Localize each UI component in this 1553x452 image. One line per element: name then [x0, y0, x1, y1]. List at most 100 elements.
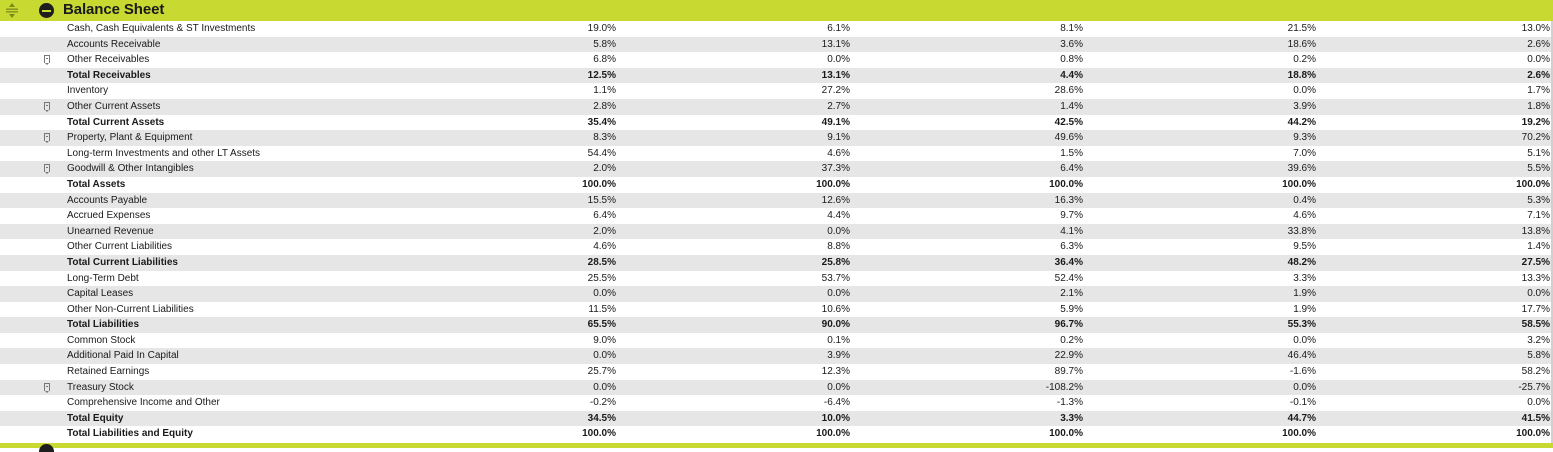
row-value: 7.0%	[1293, 147, 1316, 159]
row-value: 16.3%	[1054, 194, 1083, 206]
table-row: Inventory 1.1% 27.2% 28.6% 0.0% 1.7%	[0, 83, 1553, 99]
table-row: Total Current Liabilities 28.5% 25.8% 36.4%…	[0, 254, 1553, 271]
row-value: 100.0%	[816, 178, 850, 190]
row-value: 58.2%	[1521, 366, 1550, 378]
row-value: 0.0%	[593, 381, 616, 393]
row-value: 58.5%	[1521, 319, 1550, 331]
row-value: 0.2%	[1293, 54, 1316, 66]
row-value: 0.0%	[1527, 288, 1550, 300]
row-value: 42.5%	[1054, 116, 1083, 128]
row-value: 36.4%	[1054, 256, 1083, 268]
row-value: 100.0%	[1516, 428, 1550, 440]
row-value: 46.4%	[1287, 350, 1316, 362]
row-value: -108.2%	[1045, 381, 1083, 393]
next-section-header	[0, 443, 1553, 452]
row-label: Retained Earnings	[67, 366, 150, 378]
row-value: 0.0%	[593, 288, 616, 300]
row-label: Additional Paid In Capital	[67, 350, 179, 362]
row-label: Property, Plant & Equipment	[67, 132, 193, 144]
row-value: 100.0%	[582, 428, 616, 440]
row-value: 0.4%	[1293, 194, 1316, 206]
bookmark-icon[interactable]	[44, 133, 50, 144]
bookmark-icon[interactable]	[44, 164, 50, 175]
row-value: 6.4%	[1060, 163, 1083, 175]
row-value: 0.0%	[827, 225, 850, 237]
row-value: 22.9%	[1054, 350, 1083, 362]
row-value: 2.0%	[593, 225, 616, 237]
row-value: 9.3%	[1293, 132, 1316, 144]
row-value: 1.5%	[1060, 147, 1083, 159]
table-row: Additional Paid In Capital 0.0% 3.9% 22.9% 4…	[0, 348, 1553, 365]
row-value: 13.0%	[1521, 23, 1550, 34]
row-value: 33.8%	[1287, 225, 1316, 237]
row-value: 0.0%	[1293, 334, 1316, 346]
row-value: 6.8%	[593, 54, 616, 66]
table-row: Total Assets 100.0% 100.0% 100.0% 100.0% 100.…	[0, 177, 1553, 193]
row-value: 19.2%	[1521, 116, 1550, 128]
scrollbar[interactable]	[1551, 21, 1553, 443]
row-value: 44.2%	[1287, 116, 1316, 128]
row-value: 1.4%	[1527, 241, 1550, 253]
row-value: 9.1%	[827, 132, 850, 144]
row-label: Comprehensive Income and Other	[67, 397, 220, 409]
row-value: 3.9%	[827, 350, 850, 362]
row-value: 12.5%	[587, 69, 616, 81]
table-row: Treasury Stock 0.0% 0.0% -108.2% 0.0% -25.7%	[0, 379, 1553, 396]
row-label: Unearned Revenue	[67, 225, 154, 237]
collapse-icon[interactable]	[39, 3, 54, 18]
row-value: 9.7%	[1060, 210, 1083, 222]
row-value: 39.6%	[1287, 163, 1316, 175]
row-value: 13.1%	[821, 69, 850, 81]
row-value: 5.3%	[1527, 194, 1550, 206]
row-label: Accrued Expenses	[67, 210, 151, 222]
row-value: 70.2%	[1521, 132, 1550, 144]
row-label: Inventory	[67, 85, 109, 97]
row-value: 8.8%	[827, 241, 850, 253]
row-value: 34.5%	[587, 412, 616, 424]
row-label: Treasury Stock	[67, 381, 134, 393]
table-row: Retained Earnings 25.7% 12.3% 89.7% -1.6% 58.…	[0, 364, 1553, 380]
row-value: 25.5%	[587, 272, 616, 284]
table-row: Total Liabilities and Equity 100.0% 100.0%…	[0, 426, 1553, 442]
row-value: 49.6%	[1054, 132, 1083, 144]
row-value: 1.1%	[593, 85, 616, 97]
row-label: Total Liabilities and Equity	[67, 428, 193, 440]
bookmark-icon[interactable]	[44, 382, 50, 393]
row-value: 100.0%	[1282, 428, 1316, 440]
row-value: 52.4%	[1054, 272, 1083, 284]
row-value: 9.5%	[1293, 241, 1316, 253]
row-value: 4.4%	[827, 210, 850, 222]
table-row: Long-term Investments and other LT Asset…	[0, 146, 1553, 162]
drag-handle-icon[interactable]	[5, 3, 19, 18]
row-label: Total Receivables	[67, 69, 151, 81]
row-value: 3.6%	[1060, 38, 1083, 50]
row-value: 25.7%	[587, 366, 616, 378]
row-value: 28.6%	[1054, 85, 1083, 97]
row-label: Capital Leases	[67, 288, 134, 300]
row-value: 17.7%	[1521, 303, 1550, 315]
row-label: Long-Term Debt	[67, 272, 139, 284]
table-row: Other Receivables 6.8% 0.0% 0.8% 0.2% 0.0%	[0, 52, 1553, 68]
bookmark-icon[interactable]	[44, 101, 50, 112]
row-label: Other Receivables	[67, 54, 150, 66]
row-value: 49.1%	[821, 116, 850, 128]
row-label: Accounts Receivable	[67, 38, 161, 50]
table-row: Other Current Assets 2.8% 2.7% 1.4% 3.9% 1.8%	[0, 98, 1553, 115]
row-value: 3.3%	[1060, 412, 1083, 424]
table-row: Unearned Revenue 2.0% 0.0% 4.1% 33.8% 13.8%	[0, 223, 1553, 240]
bookmark-icon[interactable]	[44, 55, 50, 66]
balance-sheet-table: Cash, Cash Equivalents & ST Investments 1…	[0, 21, 1553, 442]
row-value: 48.2%	[1287, 256, 1316, 268]
row-value: -25.7%	[1518, 381, 1550, 393]
row-value: 1.9%	[1293, 303, 1316, 315]
row-value: 4.6%	[827, 147, 850, 159]
row-value: -1.3%	[1056, 397, 1083, 409]
row-value: 44.7%	[1287, 412, 1316, 424]
row-value: 18.8%	[1287, 69, 1316, 81]
row-label: Total Assets	[67, 178, 126, 190]
row-value: 0.0%	[1293, 381, 1316, 393]
row-value: 100.0%	[582, 178, 616, 190]
table-row: Total Liabilities 65.5% 90.0% 96.7% 55.3% 58.…	[0, 317, 1553, 333]
row-value: 96.7%	[1054, 319, 1083, 331]
row-value: 2.6%	[1527, 38, 1550, 50]
